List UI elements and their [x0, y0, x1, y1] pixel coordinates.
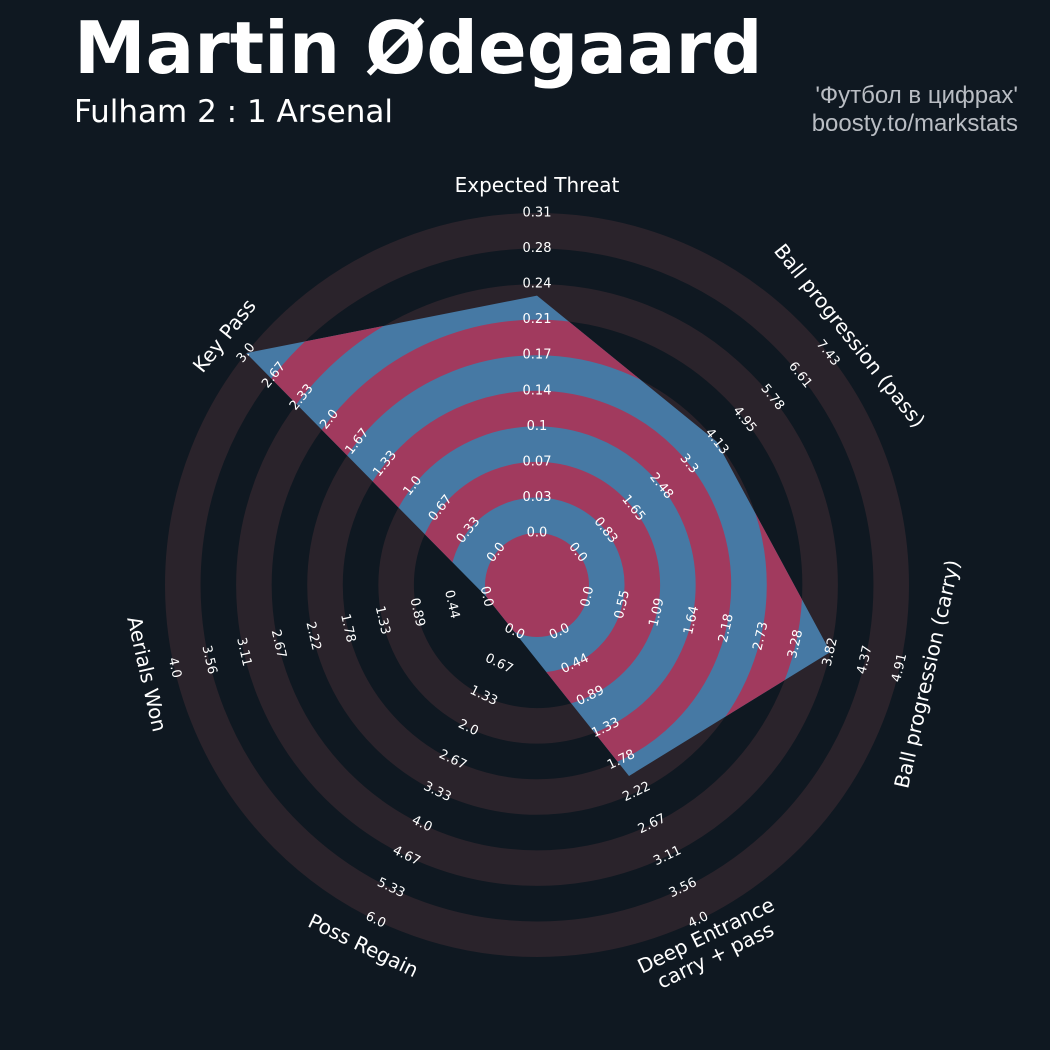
- match-subtitle: Fulham 2 : 1 Arsenal: [74, 94, 393, 130]
- tick-label-2-7: 3.82: [820, 636, 841, 668]
- polygon-center-disk: [485, 533, 589, 637]
- tick-label-0-9: 0.31: [523, 206, 552, 221]
- tick-label-5-0: 0.0: [477, 585, 496, 609]
- tick-label-5-4: 1.78: [337, 612, 358, 644]
- tick-label-0-3: 0.1: [527, 419, 548, 434]
- tick-label-2-4: 2.18: [716, 612, 737, 644]
- tick-label-5-8: 3.56: [198, 644, 219, 676]
- credit-link: boosty.to/markstats: [811, 110, 1018, 137]
- tick-label-5-6: 2.67: [268, 628, 289, 660]
- tick-label-2-9: 4.91: [889, 652, 910, 684]
- tick-label-5-2: 0.89: [406, 597, 427, 629]
- tick-label-5-9: 4.0: [165, 656, 184, 680]
- tick-label-0-1: 0.03: [523, 490, 552, 505]
- tick-label-0-0: 0.0: [527, 526, 548, 541]
- param-label-5: Aerials Won: [122, 614, 172, 734]
- tick-label-0-5: 0.17: [523, 348, 552, 363]
- tick-label-2-1: 0.55: [612, 589, 633, 621]
- credit-source: 'Футбол в цифрах': [815, 82, 1018, 109]
- tick-label-0-4: 0.14: [523, 383, 552, 398]
- tick-label-2-0: 0.0: [578, 585, 597, 609]
- tick-label-4-1: 0.67: [483, 651, 516, 677]
- tick-label-5-7: 3.11: [233, 636, 254, 668]
- ring-band-0: [164, 212, 910, 958]
- tick-label-5-1: 0.44: [441, 589, 462, 621]
- param-label-0: Expected Threat: [455, 173, 620, 197]
- tick-label-0-8: 0.28: [523, 241, 552, 256]
- tick-label-2-5: 2.73: [750, 620, 771, 652]
- tick-label-0-7: 0.24: [523, 277, 552, 292]
- tick-label-5-5: 2.22: [302, 620, 323, 652]
- tick-label-2-3: 1.64: [681, 605, 702, 637]
- tick-label-2-2: 1.09: [646, 597, 667, 629]
- tick-label-0-2: 0.07: [523, 454, 552, 469]
- tick-label-0-6: 0.21: [523, 312, 552, 327]
- tick-label-5-3: 1.33: [372, 605, 393, 637]
- tick-label-2-8: 4.37: [854, 644, 875, 676]
- page-title: Martin Ødegaard: [74, 6, 763, 90]
- tick-label-2-6: 3.28: [785, 628, 806, 660]
